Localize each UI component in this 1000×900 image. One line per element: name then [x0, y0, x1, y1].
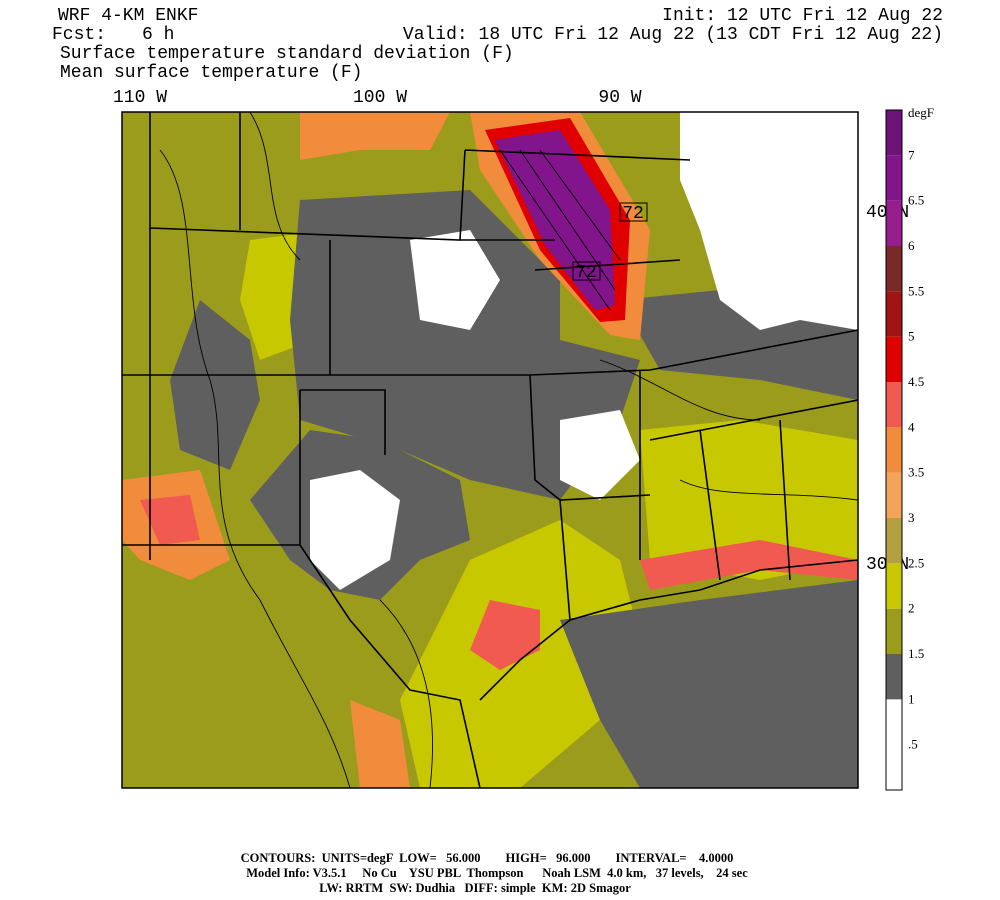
temperature-contours — [499, 149, 621, 311]
colorbar-label: 4 — [908, 419, 915, 434]
colorbar-bin — [886, 382, 902, 428]
lon-label: 110 W — [113, 88, 167, 108]
colorbar-bin — [886, 291, 902, 337]
field-patch — [300, 112, 450, 160]
colorbar-label: 4.5 — [908, 374, 924, 389]
contour-label-box — [572, 261, 601, 281]
footer-physics: LW: RRTM SW: Dudhia DIFF: simple KM: 2D … — [319, 881, 631, 895]
colorbar-bin — [886, 699, 902, 745]
valid-time: Valid: 18 UTC Fri 12 Aug 22 (13 CDT Fri … — [403, 25, 943, 45]
colorbar-label: 2 — [908, 601, 915, 616]
coast-border — [299, 544, 858, 788]
footer-model-info: Model Info: V3.5.1 No Cu YSU PBL Thompso… — [246, 866, 748, 880]
contour-label: 72 — [575, 263, 597, 283]
contour-field: Mean surface temperature (F) — [60, 63, 362, 83]
field-patch — [470, 600, 540, 670]
colorbar-label: 1 — [908, 691, 915, 706]
field-patch — [140, 495, 200, 545]
temperature-contours — [159, 112, 858, 788]
field-patch — [170, 300, 260, 470]
field-patch — [495, 130, 615, 310]
field-patch — [290, 190, 640, 500]
colorbar-bin — [886, 744, 902, 790]
field-patch — [680, 112, 858, 330]
colorbar-bin — [886, 200, 902, 246]
colorbar-label: 6.5 — [908, 193, 924, 208]
colorbar-bin — [886, 110, 902, 156]
colorbar-bin — [886, 155, 902, 201]
lon-label: 100 W — [353, 88, 407, 108]
colorbar-bin — [886, 472, 902, 518]
field-patch — [410, 230, 500, 330]
colorbar-bin — [886, 246, 902, 292]
init-time: Init: 12 UTC Fri 12 Aug 22 — [662, 6, 943, 26]
forecast-label: Fcst: — [52, 25, 106, 45]
map: 72 72 — [121, 111, 859, 789]
colorbar-label: 2.5 — [908, 555, 924, 570]
field-patch — [310, 470, 400, 590]
contour-label: 72 — [622, 204, 644, 224]
colorbar: degF .5 1 1.5 2 2.5 3 3.5 4 4.5 5 5.5 6 6.5 7 — [885, 105, 934, 791]
colorbar-label: 5 — [908, 329, 915, 344]
colorbar-units: degF — [908, 105, 934, 120]
model-name: WRF 4-KM ENKF — [58, 6, 198, 26]
colorbar-label: 3.5 — [908, 465, 924, 480]
field-patch — [350, 700, 410, 788]
colorbar-label: 1.5 — [908, 646, 924, 661]
colorbar-label: 3 — [908, 510, 915, 525]
footer-contours: CONTOURS: UNITS=degF LOW= 56.000 HIGH= 9… — [241, 851, 734, 865]
forecast-hour: 6 h — [142, 25, 174, 45]
field-patch — [560, 580, 858, 788]
colorbar-bin — [886, 427, 902, 473]
field-patch — [560, 410, 640, 500]
colorbar-bin — [886, 608, 902, 654]
lon-label: 90 W — [598, 88, 641, 108]
colorbar-frame — [885, 109, 903, 791]
colorbar-bin — [886, 563, 902, 609]
colorbar-bin — [886, 336, 902, 382]
colorbar-label: .5 — [908, 737, 918, 752]
colorbar-label: 6 — [908, 238, 915, 253]
contour-label-box — [619, 202, 648, 222]
colorbar-label: 7 — [908, 147, 915, 162]
shaded-field: Surface temperature standard deviation (… — [60, 44, 514, 64]
colorbar-bin — [886, 654, 902, 700]
colorbar-label: 5.5 — [908, 283, 924, 298]
map-frame — [121, 111, 859, 789]
field-patch — [640, 420, 858, 580]
field-patch — [640, 540, 858, 590]
colorbar-bin — [886, 518, 902, 564]
